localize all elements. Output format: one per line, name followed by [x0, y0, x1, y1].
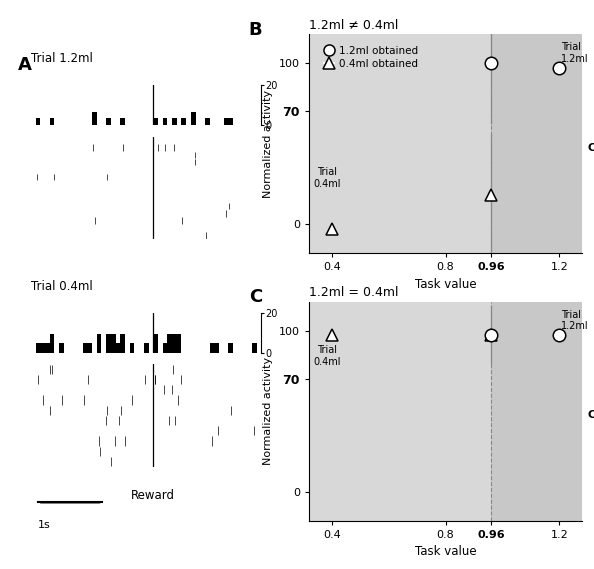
Text: B: B: [249, 21, 263, 39]
X-axis label: Task value: Task value: [415, 545, 476, 558]
Text: C: C: [249, 288, 262, 307]
Bar: [163, 118, 168, 125]
Bar: [40, 343, 45, 353]
Text: Trial 1.2ml: Trial 1.2ml: [31, 52, 93, 65]
Text: 1.2ml = 0.4ml: 1.2ml = 0.4ml: [309, 286, 399, 299]
Bar: [229, 343, 233, 353]
Bar: [36, 343, 40, 353]
Bar: [214, 343, 219, 353]
Bar: [92, 112, 97, 125]
Bar: [172, 118, 177, 125]
Bar: [120, 333, 125, 353]
Y-axis label: Normalized activity: Normalized activity: [263, 357, 273, 465]
Bar: [205, 118, 210, 125]
Bar: [106, 333, 111, 353]
Bar: [111, 333, 116, 353]
Text: spikes/s: spikes/s: [311, 88, 320, 123]
Text: Choice task: Choice task: [587, 143, 594, 153]
Text: spikes/s: spikes/s: [311, 315, 320, 351]
Bar: [172, 333, 177, 353]
Text: Reward: Reward: [131, 489, 175, 502]
Text: Choice task: Choice task: [587, 410, 594, 420]
X-axis label: Task value: Task value: [415, 278, 476, 291]
Bar: [144, 343, 148, 353]
Text: Trial
1.2ml: Trial 1.2ml: [561, 42, 589, 64]
Bar: [87, 343, 92, 353]
Bar: [224, 118, 229, 125]
Bar: [36, 118, 40, 125]
Y-axis label: Normalized activity: Normalized activity: [263, 89, 273, 198]
Bar: [153, 118, 158, 125]
Bar: [116, 343, 120, 353]
Text: Trial
0.4ml: Trial 0.4ml: [314, 167, 341, 189]
Bar: [210, 343, 214, 353]
Bar: [191, 112, 195, 125]
Bar: [120, 118, 125, 125]
Bar: [129, 343, 134, 353]
Bar: [153, 333, 158, 353]
Bar: [50, 118, 55, 125]
Text: Trial
0.4ml: Trial 0.4ml: [314, 345, 341, 366]
Bar: [491, 34, 582, 253]
Bar: [83, 343, 87, 353]
Text: Trial
1.2ml: Trial 1.2ml: [561, 310, 589, 331]
Text: 1.2ml ≠ 0.4ml: 1.2ml ≠ 0.4ml: [309, 19, 398, 32]
Bar: [168, 333, 172, 353]
Bar: [106, 118, 111, 125]
Bar: [491, 302, 582, 521]
Legend: 1.2ml obtained, 0.4ml obtained: 1.2ml obtained, 0.4ml obtained: [320, 42, 423, 73]
Bar: [59, 343, 64, 353]
Text: Trial 0.4ml: Trial 0.4ml: [31, 280, 93, 293]
Bar: [177, 333, 181, 353]
Bar: [163, 343, 168, 353]
Bar: [45, 343, 50, 353]
Text: A: A: [18, 56, 31, 74]
Bar: [181, 118, 186, 125]
Bar: [97, 333, 102, 353]
Bar: [229, 118, 233, 125]
Bar: [252, 343, 257, 353]
Bar: [50, 333, 55, 353]
Text: 1s: 1s: [38, 520, 50, 530]
